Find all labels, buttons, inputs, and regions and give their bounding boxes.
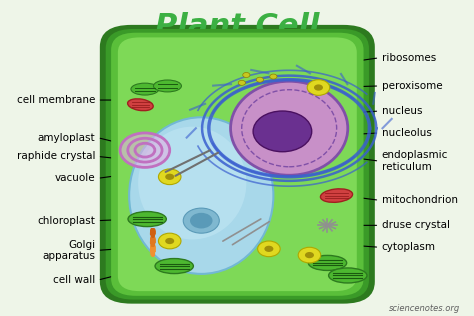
Circle shape (307, 80, 330, 95)
Ellipse shape (155, 258, 193, 274)
FancyBboxPatch shape (106, 29, 369, 300)
Ellipse shape (128, 211, 166, 227)
Ellipse shape (138, 127, 246, 240)
Circle shape (165, 174, 174, 180)
Text: peroxisome: peroxisome (382, 81, 442, 91)
Circle shape (257, 241, 280, 257)
Ellipse shape (128, 99, 153, 111)
Circle shape (238, 80, 246, 85)
Ellipse shape (308, 255, 346, 270)
Text: chloroplast: chloroplast (37, 216, 95, 226)
FancyBboxPatch shape (100, 25, 375, 304)
Text: raphide crystal: raphide crystal (17, 151, 95, 161)
Ellipse shape (328, 268, 367, 283)
Text: druse crystal: druse crystal (382, 220, 450, 230)
Circle shape (270, 74, 277, 79)
Circle shape (190, 213, 212, 228)
FancyBboxPatch shape (111, 33, 364, 296)
Circle shape (256, 77, 264, 82)
Circle shape (158, 169, 181, 185)
Text: amyloplast: amyloplast (38, 133, 95, 143)
Circle shape (305, 252, 314, 258)
Ellipse shape (129, 117, 273, 274)
Text: nucleus: nucleus (382, 106, 422, 116)
Text: Plant Cell: Plant Cell (155, 12, 319, 41)
Ellipse shape (131, 83, 159, 95)
Text: cytoplasm: cytoplasm (382, 242, 436, 252)
Text: mitochondrion: mitochondrion (382, 195, 457, 205)
Text: cell membrane: cell membrane (17, 95, 95, 105)
Text: cell wall: cell wall (53, 275, 95, 285)
Circle shape (120, 133, 170, 167)
Text: vacuole: vacuole (55, 173, 95, 183)
Circle shape (165, 238, 174, 244)
Ellipse shape (320, 189, 353, 202)
Circle shape (264, 246, 273, 252)
Text: sciencenotes.org: sciencenotes.org (389, 304, 460, 313)
Circle shape (158, 233, 181, 249)
Text: nucleolus: nucleolus (382, 128, 431, 138)
Circle shape (253, 111, 312, 152)
Ellipse shape (154, 80, 182, 92)
Ellipse shape (230, 81, 348, 175)
FancyBboxPatch shape (118, 37, 357, 291)
Circle shape (183, 208, 219, 233)
Circle shape (298, 247, 321, 263)
Circle shape (243, 72, 250, 77)
Circle shape (314, 84, 323, 91)
Text: Golgi
apparatus: Golgi apparatus (42, 240, 95, 261)
Text: ribosomes: ribosomes (382, 53, 436, 63)
Text: endoplasmic
reticulum: endoplasmic reticulum (382, 150, 448, 172)
